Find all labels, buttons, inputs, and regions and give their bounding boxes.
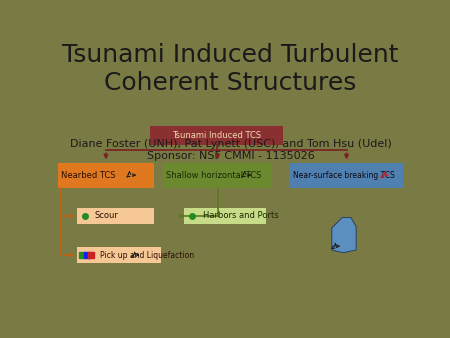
Text: Nearbed TCS: Nearbed TCS <box>62 171 116 180</box>
Text: Shallow horizontal TCS: Shallow horizontal TCS <box>166 171 261 180</box>
Text: Pick up and Liquefaction: Pick up and Liquefaction <box>100 250 194 260</box>
Polygon shape <box>332 218 356 253</box>
Text: Tsunami Induced TCS: Tsunami Induced TCS <box>172 131 261 140</box>
Text: Near-surface breaking TCS: Near-surface breaking TCS <box>293 171 395 180</box>
Text: Diane Foster (UNH), Pat Lynett (USC), and Tom Hsu (Udel)
Sponsor: NSF CMMI - 113: Diane Foster (UNH), Pat Lynett (USC), an… <box>70 140 392 161</box>
FancyBboxPatch shape <box>77 208 154 224</box>
Text: Scour: Scour <box>94 212 118 220</box>
FancyBboxPatch shape <box>150 126 283 145</box>
Text: Tsunami Induced Turbulent
Coherent Structures: Tsunami Induced Turbulent Coherent Struc… <box>63 43 399 95</box>
FancyBboxPatch shape <box>290 163 403 188</box>
FancyBboxPatch shape <box>184 208 266 224</box>
FancyBboxPatch shape <box>58 163 154 188</box>
FancyBboxPatch shape <box>162 163 273 188</box>
FancyBboxPatch shape <box>77 247 161 263</box>
Text: Harbors and Ports: Harbors and Ports <box>202 212 279 220</box>
